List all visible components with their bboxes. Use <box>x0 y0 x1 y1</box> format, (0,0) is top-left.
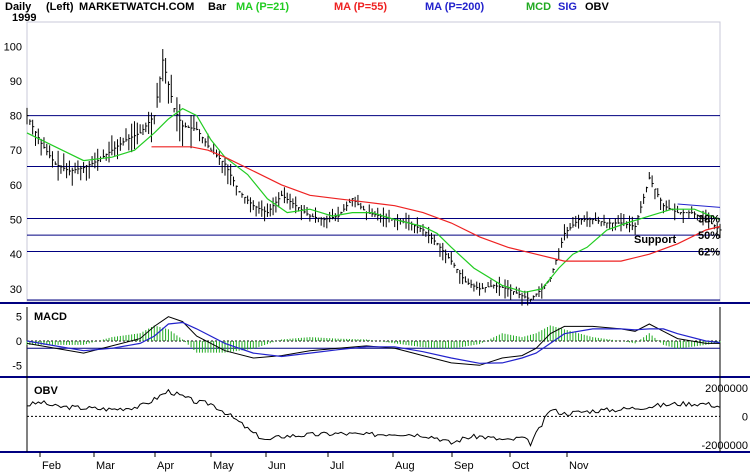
obv-y-tick-label: 2000000 <box>705 383 748 395</box>
legend-bar: Bar <box>208 1 227 13</box>
legend-mcd: MCD <box>526 1 552 13</box>
macd-y-tick-label: -5 <box>12 360 22 372</box>
legend-ma200: MA (P=200) <box>425 1 485 13</box>
legend-ma21: MA (P=21) <box>236 1 290 13</box>
x-tick-label: Jul <box>330 460 344 472</box>
price-y-tick-label: 60 <box>10 180 22 192</box>
macd-title: MACD <box>34 311 67 323</box>
fib-level-annotation: 38% <box>698 214 720 226</box>
support-annotation: Support <box>634 234 676 246</box>
x-tick-label: Aug <box>395 460 415 472</box>
obv-title: OBV <box>34 385 59 397</box>
header-interval: Daily <box>5 1 32 13</box>
macd-y-tick-label: 5 <box>16 312 22 324</box>
x-tick-label: Jun <box>268 460 286 472</box>
header-source: MARKETWATCH.COM <box>79 1 195 13</box>
legend-obv: OBV <box>585 1 609 13</box>
x-tick-label: Oct <box>512 460 529 472</box>
ma55-line <box>151 146 721 262</box>
x-tick-label: May <box>213 460 234 472</box>
signal-line <box>26 321 721 364</box>
legend-sig: SIG <box>558 1 577 13</box>
price-y-tick-label: 70 <box>10 145 22 157</box>
x-tick-label: Apr <box>157 460 174 472</box>
header-year: 1999 <box>12 12 37 24</box>
price-y-tick-label: 80 <box>10 111 22 123</box>
fib-level-annotation: 62% <box>698 246 720 258</box>
ma21-line <box>26 107 721 293</box>
obv-y-tick-label: 0 <box>742 411 748 423</box>
price-y-tick-label: 30 <box>10 284 22 296</box>
x-tick-label: Nov <box>569 460 589 472</box>
fib-level-annotation: 50% <box>698 230 720 242</box>
price-y-tick-label: 40 <box>10 249 22 261</box>
header-axis-side: (Left) <box>46 1 74 13</box>
macd-y-tick-label: 0 <box>16 336 22 348</box>
price-y-tick-label: 50 <box>10 215 22 227</box>
obv-line <box>27 388 721 448</box>
resistance-trendline <box>677 203 721 208</box>
macd-line <box>26 316 720 366</box>
legend-ma55: MA (P=55) <box>334 1 388 13</box>
obv-y-tick-label: -2000000 <box>702 440 749 452</box>
price-y-tick-label: 90 <box>10 76 22 88</box>
x-tick-label: Mar <box>96 460 115 472</box>
price-panel-frame <box>26 21 721 302</box>
x-tick-label: Sep <box>454 460 474 472</box>
price-y-tick-label: 100 <box>4 41 22 53</box>
x-tick-label: Feb <box>42 460 61 472</box>
